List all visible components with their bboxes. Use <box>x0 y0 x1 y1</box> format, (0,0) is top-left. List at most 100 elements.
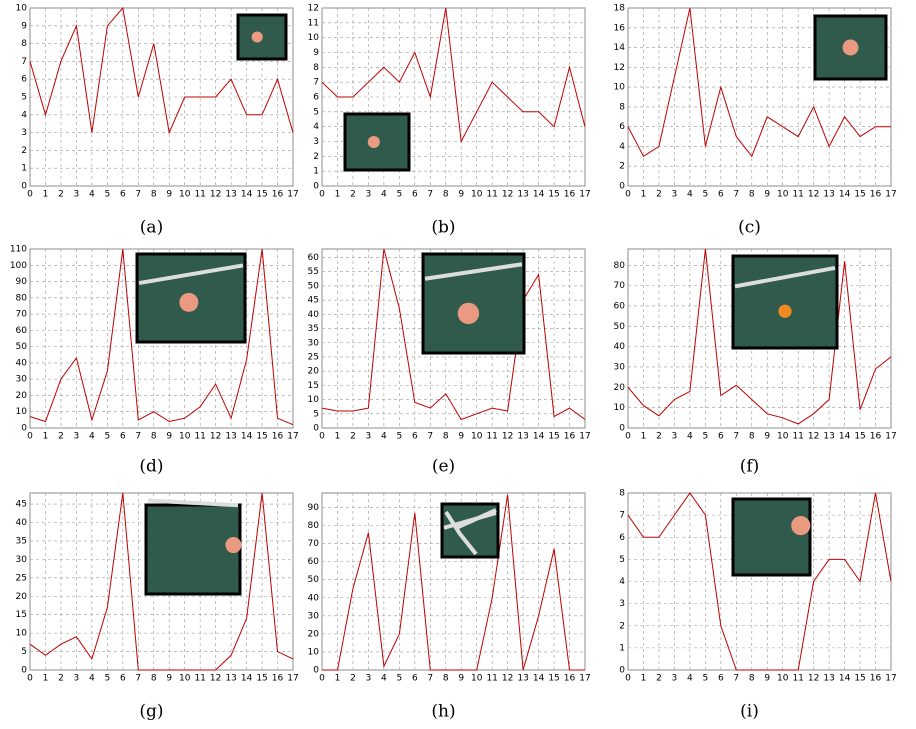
y-tick-label: 12 <box>308 4 319 14</box>
y-tick-label: 60 <box>308 557 320 567</box>
inset-frame <box>813 14 888 81</box>
x-tick-label: 5 <box>702 674 708 684</box>
x-tick-label: 10 <box>179 190 191 200</box>
x-tick-label: 8 <box>749 432 755 442</box>
data-line <box>322 494 585 671</box>
y-tick-label: 8 <box>21 39 27 49</box>
y-tick-label: 9 <box>21 21 27 31</box>
x-tick-label: 5 <box>104 674 110 684</box>
field-line <box>424 262 523 281</box>
x-tick-label: 6 <box>120 432 126 442</box>
y-tick-label: 30 <box>16 555 28 565</box>
field-line <box>147 498 239 508</box>
y-tick-label: 90 <box>16 277 28 287</box>
y-tick-label: 4 <box>313 122 319 132</box>
inset-image <box>731 254 839 350</box>
y-tick-label: 30 <box>16 375 28 385</box>
x-tick-label: 5 <box>396 674 402 684</box>
x-tick-label: 12 <box>808 432 819 442</box>
x-tick-label: 16 <box>870 432 882 442</box>
y-tick-label: 10 <box>16 407 28 417</box>
x-tick-label: 7 <box>135 432 141 442</box>
ball <box>251 31 263 43</box>
x-tick-label: 5 <box>702 190 708 200</box>
x-tick-label: 8 <box>443 432 449 442</box>
x-tick-label: 14 <box>839 674 851 684</box>
x-tick-label: 4 <box>381 674 387 684</box>
x-tick-label: 3 <box>672 432 678 442</box>
x-tick-label: 8 <box>749 190 755 200</box>
x-tick-label: 15 <box>256 190 267 200</box>
x-tick-label: 7 <box>427 432 433 442</box>
y-tick-label: 4 <box>619 577 625 587</box>
y-tick-label: 70 <box>308 539 320 549</box>
caption: (b) <box>431 218 455 238</box>
x-tick-label: 1 <box>641 674 647 684</box>
x-tick-label: 14 <box>533 190 545 200</box>
x-tick-label: 2 <box>58 674 64 684</box>
x-tick-label: 11 <box>486 674 497 684</box>
data-line <box>29 248 294 426</box>
x-tick-label: 16 <box>564 190 576 200</box>
caption: (f) <box>740 457 760 477</box>
y-tick-label: 30 <box>308 611 320 621</box>
x-tick-label: 14 <box>241 190 253 200</box>
y-tick-label: 5 <box>21 93 27 103</box>
x-tick-label: 13 <box>225 190 236 200</box>
x-tick-label: 12 <box>502 432 513 442</box>
x-tick-label: 15 <box>256 674 267 684</box>
x-tick-label: 2 <box>656 674 662 684</box>
x-tick-label: 2 <box>656 432 662 442</box>
x-tick-label: 16 <box>272 432 284 442</box>
x-tick-label: 11 <box>792 190 803 200</box>
x-tick-label: 16 <box>564 432 576 442</box>
x-tick-label: 11 <box>486 432 497 442</box>
y-tick-label: 14 <box>614 43 626 53</box>
x-tick-label: 4 <box>687 190 693 200</box>
x-tick-label: 9 <box>458 674 464 684</box>
x-tick-label: 4 <box>381 432 387 442</box>
caption: (g) <box>139 702 163 722</box>
y-tick-label: 25 <box>16 573 27 583</box>
y-tick-label: 5 <box>21 647 27 657</box>
y-tick-label: 50 <box>308 281 320 291</box>
y-tick-label: 10 <box>308 395 320 405</box>
x-tick-label: 6 <box>412 432 418 442</box>
x-tick-label: 8 <box>151 190 157 200</box>
y-tick-label: 60 <box>16 326 28 336</box>
field-line <box>734 265 836 289</box>
inset-frame <box>421 252 526 355</box>
x-tick-label: 17 <box>287 432 298 442</box>
inset-image <box>731 497 812 577</box>
x-tick-label: 11 <box>792 674 803 684</box>
y-tick-label: 0 <box>313 424 319 434</box>
y-tick-label: 80 <box>16 293 28 303</box>
x-tick-label: 6 <box>718 674 724 684</box>
y-tick-label: 0 <box>313 666 319 676</box>
x-tick-label: 13 <box>823 190 834 200</box>
data-line <box>29 6 294 135</box>
caption: (i) <box>740 702 759 722</box>
y-tick-label: 2 <box>21 146 27 156</box>
x-tick-label: 17 <box>579 432 590 442</box>
x-tick-label: 13 <box>517 674 528 684</box>
caption: (e) <box>432 457 455 477</box>
y-tick-label: 10 <box>16 629 28 639</box>
x-tick-label: 7 <box>733 674 739 684</box>
y-tick-label: 110 <box>10 245 27 255</box>
x-tick-label: 16 <box>564 674 576 684</box>
y-tick-label: 0 <box>619 424 625 434</box>
y-tick-label: 6 <box>619 122 625 132</box>
y-tick-label: 35 <box>16 536 27 546</box>
field-line <box>138 263 244 286</box>
x-tick-label: 11 <box>194 190 205 200</box>
x-tick-label: 3 <box>74 674 80 684</box>
x-tick-label: 10 <box>471 674 483 684</box>
y-tick-label: 5 <box>313 107 319 117</box>
x-tick-label: 3 <box>672 674 678 684</box>
y-tick-label: 45 <box>308 296 319 306</box>
ball <box>225 537 242 554</box>
x-tick-label: 0 <box>625 190 631 200</box>
x-tick-label: 17 <box>885 432 896 442</box>
x-tick-label: 11 <box>792 432 803 442</box>
